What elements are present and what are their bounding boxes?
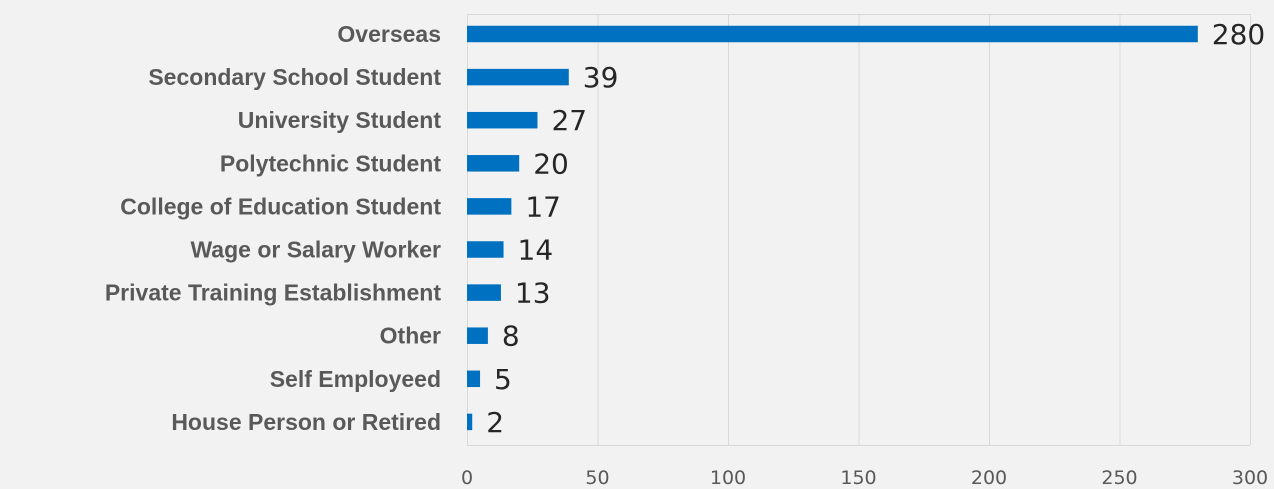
value-label: 20 — [533, 147, 569, 180]
bar — [467, 284, 501, 301]
category-label: Self Employeed — [270, 366, 441, 392]
bar — [467, 241, 504, 258]
category-label: House Person or Retired — [171, 409, 441, 435]
value-label: 280 — [1212, 18, 1265, 51]
value-label: 14 — [518, 234, 554, 267]
value-label: 13 — [515, 277, 551, 310]
bar — [467, 112, 537, 129]
category-label: Private Training Establishment — [105, 280, 441, 306]
bar — [467, 69, 569, 86]
bar — [467, 198, 511, 215]
value-label: 39 — [583, 61, 619, 94]
bar — [467, 414, 472, 431]
value-label: 27 — [551, 104, 587, 137]
category-label: Other — [380, 323, 441, 349]
bar — [467, 26, 1198, 43]
category-label: Wage or Salary Worker — [190, 237, 441, 263]
x-tick-label: 100 — [710, 467, 746, 489]
category-label: Polytechnic Student — [220, 150, 441, 176]
value-label: 2 — [486, 406, 504, 439]
category-label: College of Education Student — [120, 193, 441, 219]
value-label: 5 — [494, 363, 512, 396]
x-tick-label: 0 — [461, 467, 473, 489]
bar — [467, 327, 488, 344]
bar — [467, 371, 480, 388]
bar — [467, 155, 519, 172]
x-tick-label: 300 — [1232, 467, 1268, 489]
x-tick-label: 50 — [585, 467, 609, 489]
category-label: University Student — [238, 107, 442, 133]
x-tick-label: 150 — [840, 467, 876, 489]
x-tick-label: 250 — [1101, 467, 1137, 489]
value-label: 17 — [525, 190, 561, 223]
x-tick-label: 200 — [971, 467, 1007, 489]
category-label: Secondary School Student — [148, 64, 441, 90]
category-label: Overseas — [337, 21, 441, 47]
value-label: 8 — [502, 320, 520, 353]
